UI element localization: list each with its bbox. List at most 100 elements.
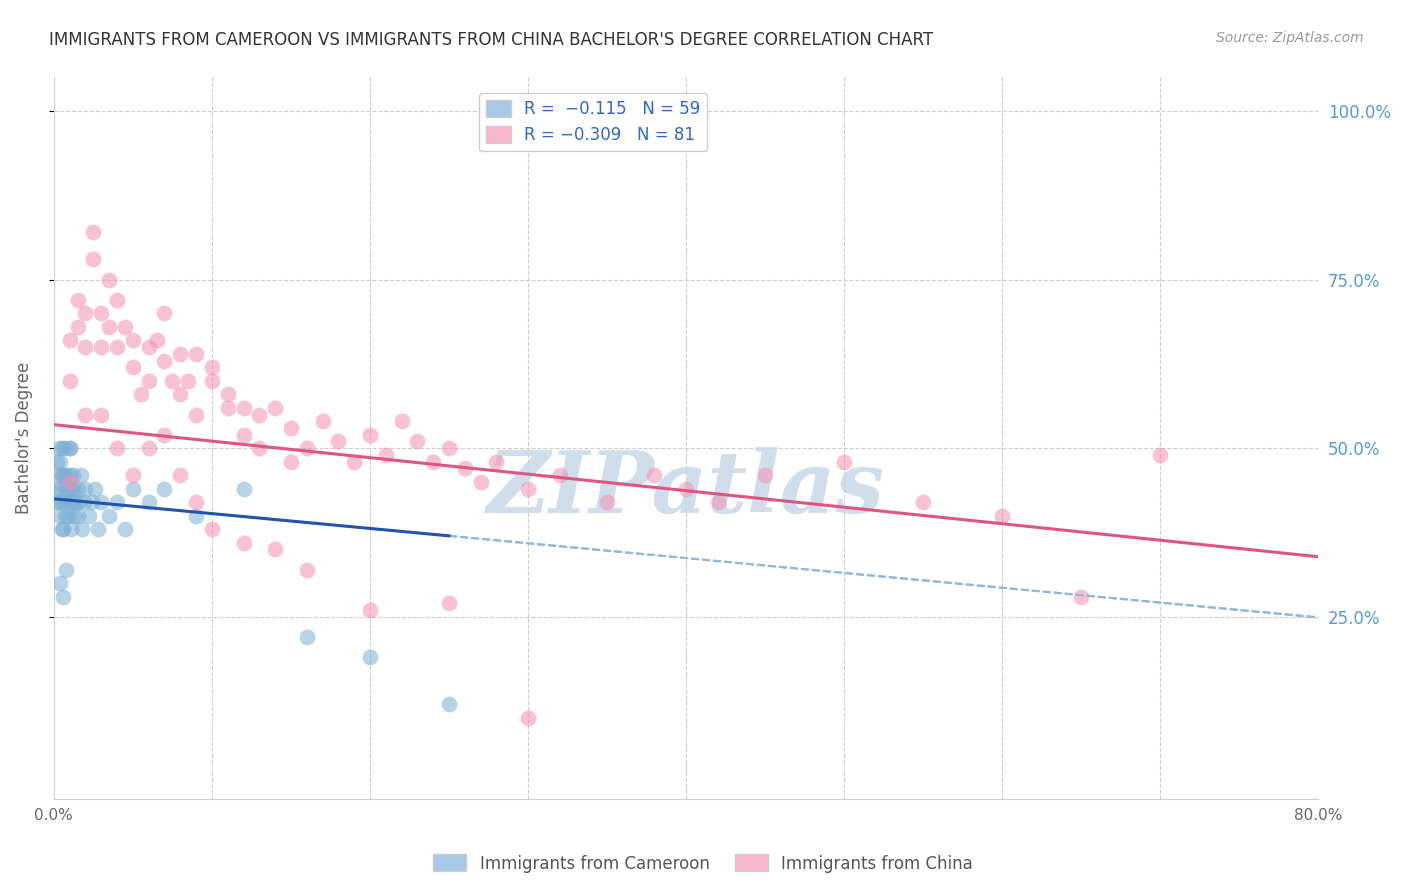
Point	[232, 535, 254, 549]
Point	[87, 522, 110, 536]
Point	[406, 434, 429, 449]
Point	[121, 334, 143, 348]
Point	[59, 334, 82, 348]
Point	[454, 461, 477, 475]
Point	[138, 340, 160, 354]
Point	[105, 495, 128, 509]
Point	[65, 495, 87, 509]
Point	[437, 698, 460, 712]
Point	[49, 508, 72, 523]
Point	[53, 482, 76, 496]
Point	[295, 630, 318, 644]
Point	[280, 455, 302, 469]
Point	[153, 306, 176, 320]
Point	[217, 387, 239, 401]
Point	[59, 374, 82, 388]
Point	[56, 508, 79, 523]
Point	[138, 441, 160, 455]
Text: Source: ZipAtlas.com: Source: ZipAtlas.com	[1216, 31, 1364, 45]
Point	[201, 374, 224, 388]
Point	[46, 455, 69, 469]
Point	[53, 508, 76, 523]
Point	[470, 475, 492, 489]
Point	[295, 441, 318, 455]
Point	[832, 455, 855, 469]
Point	[52, 590, 75, 604]
Point	[437, 596, 460, 610]
Point	[90, 408, 112, 422]
Point	[75, 408, 97, 422]
Point	[66, 482, 89, 496]
Y-axis label: Bachelor's Degree: Bachelor's Degree	[15, 362, 32, 514]
Point	[90, 340, 112, 354]
Point	[48, 495, 70, 509]
Point	[754, 468, 776, 483]
Point	[232, 427, 254, 442]
Point	[63, 508, 86, 523]
Point	[232, 482, 254, 496]
Point	[1070, 590, 1092, 604]
Point	[77, 508, 100, 523]
Point	[169, 468, 191, 483]
Point	[184, 347, 207, 361]
Point	[422, 455, 444, 469]
Point	[114, 319, 136, 334]
Point	[59, 441, 82, 455]
Point	[359, 603, 381, 617]
Point	[66, 319, 89, 334]
Point	[105, 441, 128, 455]
Point	[63, 482, 86, 496]
Point	[121, 482, 143, 496]
Point	[1149, 448, 1171, 462]
Legend: Immigrants from Cameroon, Immigrants from China: Immigrants from Cameroon, Immigrants fro…	[426, 847, 980, 880]
Point	[328, 434, 350, 449]
Point	[90, 306, 112, 320]
Point	[359, 427, 381, 442]
Point	[69, 468, 91, 483]
Point	[153, 353, 176, 368]
Point	[359, 650, 381, 665]
Point	[232, 401, 254, 415]
Point	[73, 495, 96, 509]
Point	[912, 495, 935, 509]
Point	[706, 495, 728, 509]
Point	[55, 563, 77, 577]
Point	[437, 441, 460, 455]
Point	[517, 711, 540, 725]
Point	[280, 421, 302, 435]
Point	[49, 482, 72, 496]
Text: IMMIGRANTS FROM CAMEROON VS IMMIGRANTS FROM CHINA BACHELOR'S DEGREE CORRELATION : IMMIGRANTS FROM CAMEROON VS IMMIGRANTS F…	[49, 31, 934, 49]
Point	[59, 441, 82, 455]
Point	[84, 482, 107, 496]
Point	[374, 448, 396, 462]
Point	[82, 226, 104, 240]
Point	[153, 482, 176, 496]
Point	[80, 495, 103, 509]
Point	[247, 441, 270, 455]
Point	[48, 441, 70, 455]
Point	[72, 522, 94, 536]
Point	[52, 495, 75, 509]
Point	[51, 468, 73, 483]
Point	[60, 522, 83, 536]
Point	[59, 468, 82, 483]
Point	[138, 374, 160, 388]
Point	[548, 468, 571, 483]
Point	[105, 340, 128, 354]
Point	[53, 441, 76, 455]
Point	[295, 563, 318, 577]
Point	[169, 347, 191, 361]
Point	[56, 482, 79, 496]
Point	[247, 408, 270, 422]
Point	[66, 293, 89, 307]
Point	[62, 468, 84, 483]
Point	[44, 495, 66, 509]
Point	[485, 455, 508, 469]
Point	[75, 340, 97, 354]
Point	[129, 387, 152, 401]
Point	[75, 482, 97, 496]
Point	[596, 495, 619, 509]
Point	[201, 522, 224, 536]
Point	[264, 542, 287, 557]
Point	[55, 468, 77, 483]
